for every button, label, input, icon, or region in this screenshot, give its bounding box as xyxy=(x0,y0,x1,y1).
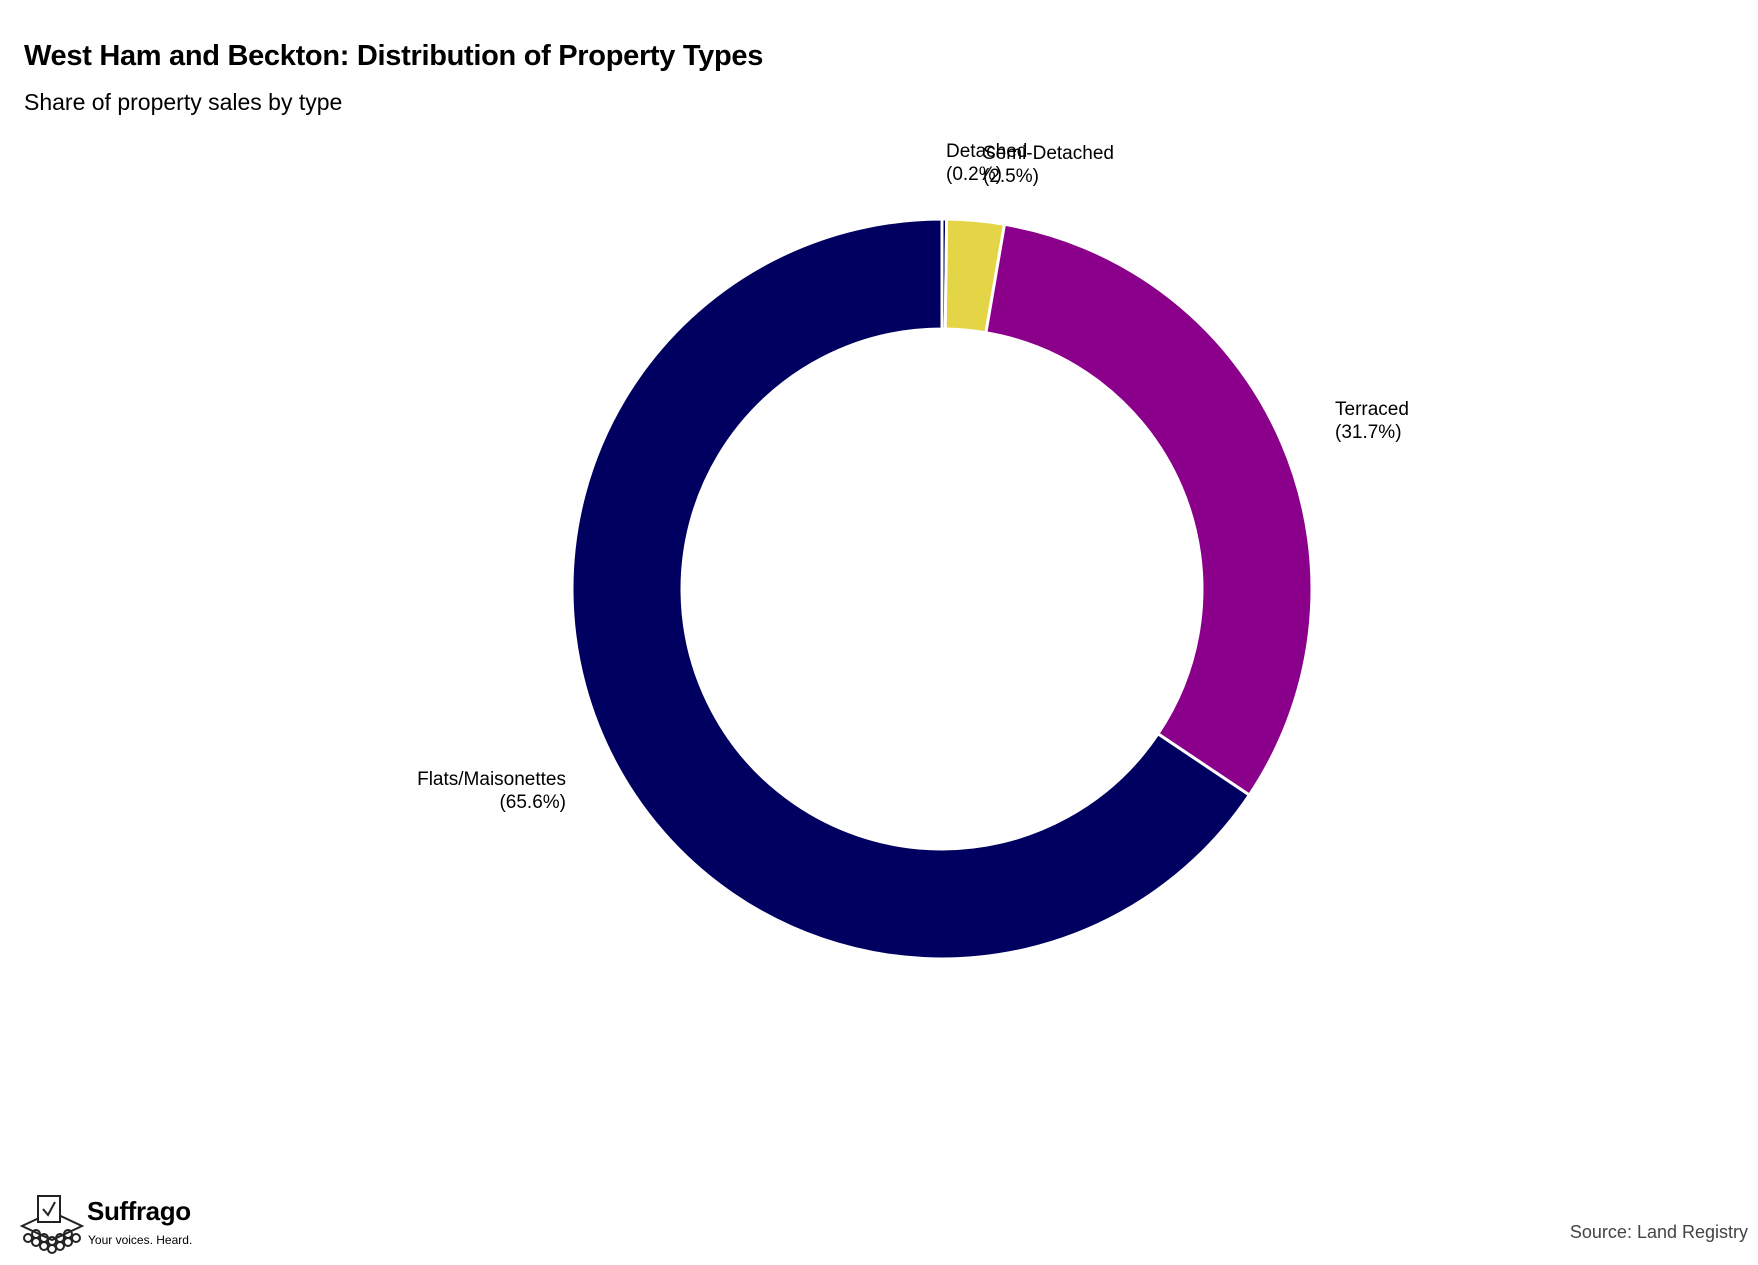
source-note: Source: Land Registry xyxy=(1569,1222,1748,1242)
slice-labels: Detached (0.2%)Semi-Detached (2.5%) Terrace… xyxy=(417,141,1409,813)
label-terraced: Terraced (31.7%) xyxy=(1335,399,1409,443)
chart-subtitle: Share of property sales by type xyxy=(24,89,343,115)
chart-title: West Ham and Beckton: Distribution of Pr… xyxy=(24,40,764,72)
donut-slices xyxy=(570,217,1314,961)
suffrago-logo-icon xyxy=(19,1195,85,1254)
label-semi-detached: Semi-Detached (2.5%) xyxy=(983,143,1114,187)
slice-terraced xyxy=(984,222,1314,798)
brand-tagline: Your voices. Heard. xyxy=(88,1233,193,1247)
slice-flats-maisonettes xyxy=(570,217,1252,961)
label-flats-maisonettes: Flats/Maisonettes (65.6%) xyxy=(417,769,566,813)
label-detached: Detached (0.2%) xyxy=(946,141,1027,185)
brand-name: Suffrago xyxy=(87,1196,191,1226)
